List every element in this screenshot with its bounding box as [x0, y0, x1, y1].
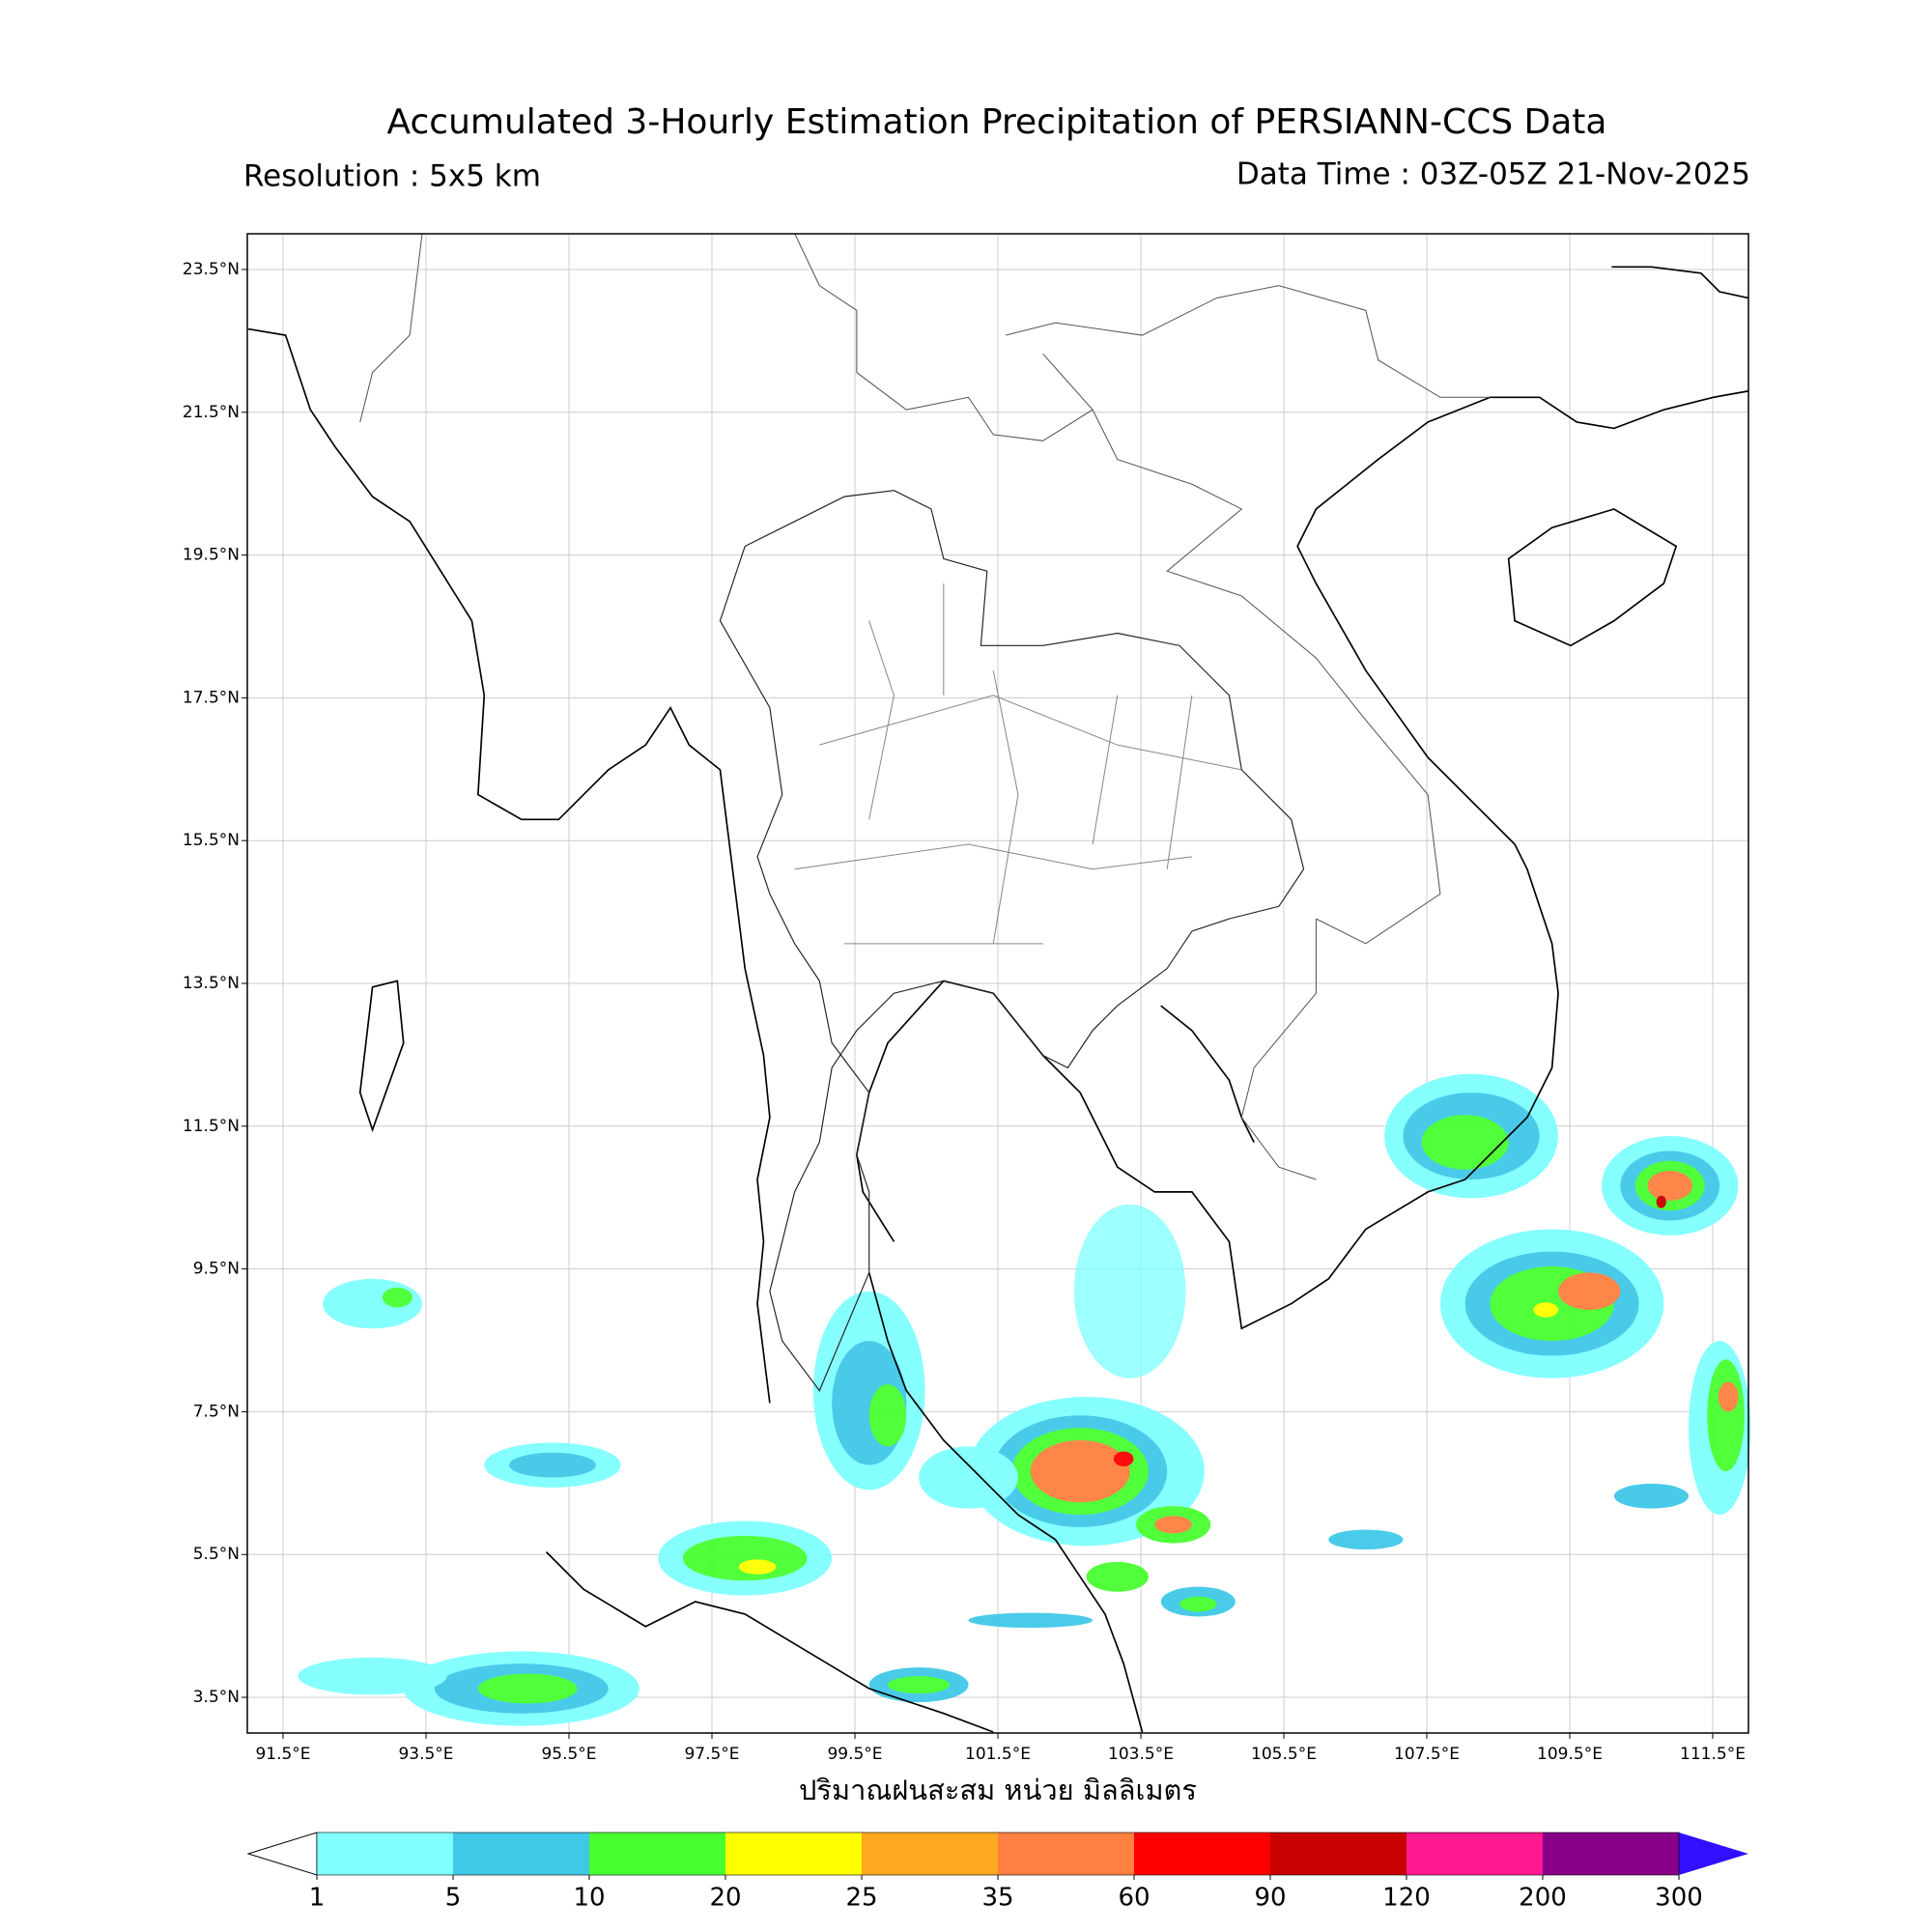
colorbar-segment	[1270, 1833, 1407, 1875]
colorbar-segment	[725, 1833, 863, 1875]
x-tick-label: 97.5°E	[684, 1745, 739, 1764]
colorbar-label: 300	[1655, 1884, 1703, 1913]
colorbar-label: 1	[309, 1884, 326, 1913]
colorbar: 1 5 10 20 25 35 60 90 120 200 300	[246, 1832, 1748, 1913]
y-tick-label: 7.5°N	[193, 1402, 240, 1421]
colorbar-segment	[862, 1833, 999, 1875]
y-tick-label: 11.5°N	[183, 1117, 240, 1136]
x-tick-label: 109.5°E	[1537, 1745, 1603, 1764]
y-tick-label: 23.5°N	[183, 260, 240, 279]
x-tick-label: 95.5°E	[541, 1745, 596, 1764]
colorbar-label: 25	[845, 1884, 877, 1913]
y-tick-label: 19.5°N	[183, 546, 240, 565]
x-tick-label: 99.5°E	[827, 1745, 882, 1764]
colorbar-segment	[998, 1833, 1135, 1875]
y-tick-label: 13.5°N	[183, 974, 240, 993]
colorbar-segment	[1543, 1833, 1680, 1875]
colorbar-label: 200	[1519, 1884, 1567, 1913]
x-tick-label: 93.5°E	[398, 1745, 453, 1764]
title: Accumulated 3-Hourly Estimation Precipit…	[387, 102, 1607, 142]
x-axis-label: ปริมาณฝนสะสม หน่วย มิลลิเมตร	[799, 1774, 1197, 1806]
x-tick-label: 91.5°E	[255, 1745, 310, 1764]
y-tick-label: 17.5°N	[183, 688, 240, 707]
y-tick-label: 5.5°N	[193, 1545, 240, 1564]
colorbar-label: 90	[1254, 1884, 1286, 1913]
colorbar-label: 60	[1118, 1884, 1150, 1913]
colorbar-label: 35	[981, 1884, 1013, 1913]
colorbar-segment	[453, 1833, 590, 1875]
x-tick-label: 103.5°E	[1108, 1745, 1174, 1764]
colorbar-label: 20	[709, 1884, 741, 1913]
data-time: Data Time : 03Z-05Z 21-Nov-2025	[1236, 157, 1750, 192]
y-tick-label: 9.5°N	[193, 1260, 240, 1279]
map-outline	[247, 233, 1748, 1733]
colorbar-segment	[317, 1833, 454, 1875]
precipitation	[298, 1073, 1751, 1726]
y-tick-label: 3.5°N	[193, 1688, 240, 1707]
colorbar-label: 120	[1382, 1884, 1431, 1913]
colorbar-label: 5	[445, 1884, 462, 1913]
y-tick-label: 15.5°N	[183, 831, 240, 850]
x-tick-label: 101.5°E	[965, 1745, 1031, 1764]
colorbar-segment	[589, 1833, 726, 1875]
x-tick-label: 105.5°E	[1251, 1745, 1317, 1764]
x-tick-label: 111.5°E	[1680, 1745, 1746, 1764]
colorbar-over	[1679, 1833, 1748, 1875]
y-tick-label: 21.5°N	[183, 403, 240, 422]
x-tick-label: 107.5°E	[1394, 1745, 1460, 1764]
colorbar-segment	[1134, 1833, 1271, 1875]
colorbar-label: 10	[573, 1884, 605, 1913]
colorbar-segment	[1406, 1833, 1544, 1875]
resolution: Resolution : 5x5 km	[243, 159, 541, 194]
